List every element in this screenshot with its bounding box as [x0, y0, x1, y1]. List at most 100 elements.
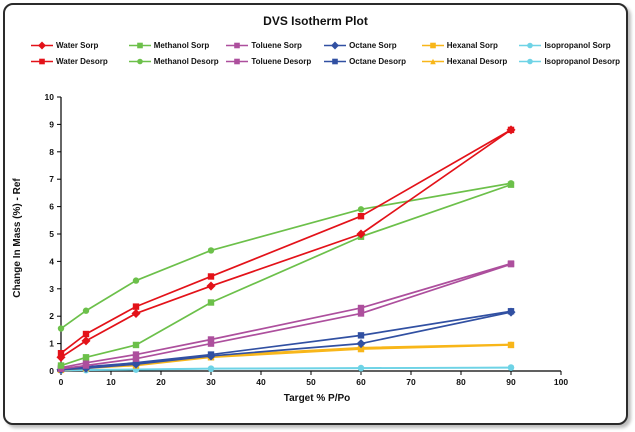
legend-marker-methanol-sorp-icon — [128, 42, 151, 49]
legend-marker-hexanal-desorp-icon — [421, 58, 444, 65]
legend-label: Toluene Desorp — [251, 57, 312, 66]
data-point-methanol-desorp — [82, 307, 90, 314]
svg-text:4: 4 — [49, 256, 54, 266]
data-point-toluene-desorp — [357, 304, 365, 312]
legend-label: Octane Sorp — [349, 41, 397, 50]
legend-item-toluene-sorp: Toluene Sorp — [226, 41, 322, 50]
legend-item-hexanal-desorp: Hexanal Desorp — [421, 57, 518, 66]
legend-label: Isopropanol Desorp — [544, 57, 620, 66]
legend-item-toluene-desorp: Toluene Desorp — [226, 57, 322, 66]
svg-text:60: 60 — [356, 377, 366, 387]
data-point-toluene-sorp — [57, 365, 65, 373]
data-point-octane-desorp — [357, 332, 365, 339]
data-point-water-sorp — [131, 308, 141, 318]
svg-text:3: 3 — [49, 284, 54, 294]
legend-item-methanol-sorp: Methanol Sorp — [128, 41, 225, 50]
svg-text:20: 20 — [156, 377, 166, 387]
svg-text:6: 6 — [49, 202, 54, 212]
legend-item-water-sorp: Water Sorp — [31, 41, 127, 50]
data-point-methanol-desorp — [207, 247, 215, 254]
legend-item-isopropanol-desorp: Isopropanol Desorp — [519, 57, 620, 66]
legend-marker-isopropanol-sorp-icon — [519, 42, 542, 49]
data-point-water-desorp — [357, 212, 365, 220]
x-axis-label: Target % P/Po — [283, 393, 351, 404]
data-point-water-desorp — [132, 303, 140, 310]
legend-label: Toluene Sorp — [251, 41, 302, 50]
data-point-methanol-desorp — [357, 206, 365, 213]
series-line-hexanal-sorp — [60, 344, 512, 371]
data-point-methanol-sorp — [507, 181, 515, 188]
data-point-methanol-sorp — [207, 299, 215, 306]
svg-text:7: 7 — [49, 174, 54, 184]
legend-marker-octane-desorp-icon — [324, 58, 347, 65]
series-line-methanol-sorp — [60, 183, 512, 367]
data-point-methanol-sorp — [132, 341, 140, 349]
legend-item-isopropanol-sorp: Isopropanol Sorp — [519, 41, 620, 50]
legend-item-water-desorp: Water Desorp — [31, 57, 127, 66]
series-line-toluene-desorp — [60, 262, 512, 369]
series-line-methanol-desorp — [60, 182, 512, 330]
legend-label: Isopropanol Sorp — [544, 41, 611, 50]
svg-text:8: 8 — [49, 147, 54, 157]
data-point-hexanal-sorp — [507, 341, 515, 349]
data-point-water-desorp — [82, 330, 90, 338]
data-point-octane-sorp — [131, 359, 141, 369]
svg-text:10: 10 — [106, 377, 116, 387]
svg-text:9: 9 — [49, 119, 54, 129]
svg-text:50: 50 — [306, 377, 316, 387]
series-line-toluene-sorp — [60, 263, 512, 370]
data-point-isopropanol-sorp — [507, 364, 515, 371]
legend-marker-isopropanol-desorp-icon — [519, 58, 542, 65]
svg-text:0: 0 — [59, 377, 64, 387]
legend-marker-octane-sorp-icon — [324, 41, 347, 50]
data-point-water-sorp — [81, 336, 91, 346]
legend-item-octane-sorp: Octane Sorp — [324, 41, 420, 50]
plot-panel: DVS Isotherm Plot Water Sorp Methanol Sor… — [3, 3, 628, 425]
data-point-methanol-sorp — [82, 354, 90, 361]
svg-text:10: 10 — [45, 92, 55, 102]
legend-label: Methanol Sorp — [153, 41, 210, 50]
series-line-isopropanol-sorp — [60, 366, 512, 372]
chart-title: DVS Isotherm Plot — [263, 14, 368, 28]
svg-text:90: 90 — [506, 377, 516, 387]
svg-text:2: 2 — [49, 311, 54, 321]
y-axis-label: Change In Mass (%) - Ref — [12, 178, 23, 298]
legend-label: Hexanal Sorp — [446, 41, 498, 50]
legend-marker-toluene-sorp-icon — [226, 42, 249, 49]
legend-label: Methanol Desorp — [153, 57, 219, 66]
data-point-methanol-desorp — [132, 277, 140, 284]
series-line-octane-desorp — [60, 310, 512, 370]
data-point-toluene-sorp — [82, 362, 90, 369]
isotherm-chart: 0 10 20 30 40 50 60 70 80 90 100 0 1 2 3 4 5 6 7 8 9 10 — [45, 92, 569, 387]
legend-label: Hexanal Desorp — [446, 57, 508, 66]
data-point-isopropanol-sorp — [357, 365, 365, 372]
data-point-toluene-sorp — [207, 340, 215, 347]
data-point-octane-sorp — [206, 351, 216, 361]
data-point-toluene-sorp — [357, 310, 365, 317]
data-point-methanol-sorp — [57, 362, 65, 369]
legend-marker-toluene-desorp-icon — [226, 58, 249, 65]
data-point-toluene-sorp — [132, 355, 140, 362]
data-point-toluene-desorp — [132, 351, 140, 358]
data-point-toluene-desorp — [207, 336, 215, 343]
data-point-hexanal-sorp — [357, 345, 365, 353]
data-point-methanol-desorp — [57, 325, 65, 332]
data-point-toluene-sorp — [507, 260, 515, 268]
data-point-water-sorp — [206, 281, 216, 291]
legend-item-methanol-desorp: Methanol Desorp — [128, 57, 225, 66]
series-line-water-sorp — [60, 129, 512, 359]
data-point-isopropanol-sorp — [207, 365, 215, 373]
svg-text:5: 5 — [49, 229, 54, 239]
legend-marker-water-sorp-icon — [31, 41, 53, 50]
legend-label: Water Desorp — [56, 57, 108, 66]
series-line-water-desorp — [60, 129, 512, 355]
data-point-water-desorp — [207, 273, 215, 280]
series-line-octane-sorp — [60, 311, 512, 371]
legend-item-octane-desorp: Octane Desorp — [324, 57, 420, 66]
legend-label: Water Sorp — [56, 41, 99, 50]
legend-marker-hexanal-sorp-icon — [421, 42, 444, 49]
legend-marker-methanol-desorp-icon — [128, 58, 151, 65]
legend-label: Octane Desorp — [349, 57, 406, 66]
data-point-water-sorp — [56, 352, 66, 362]
svg-text:100: 100 — [554, 377, 568, 387]
